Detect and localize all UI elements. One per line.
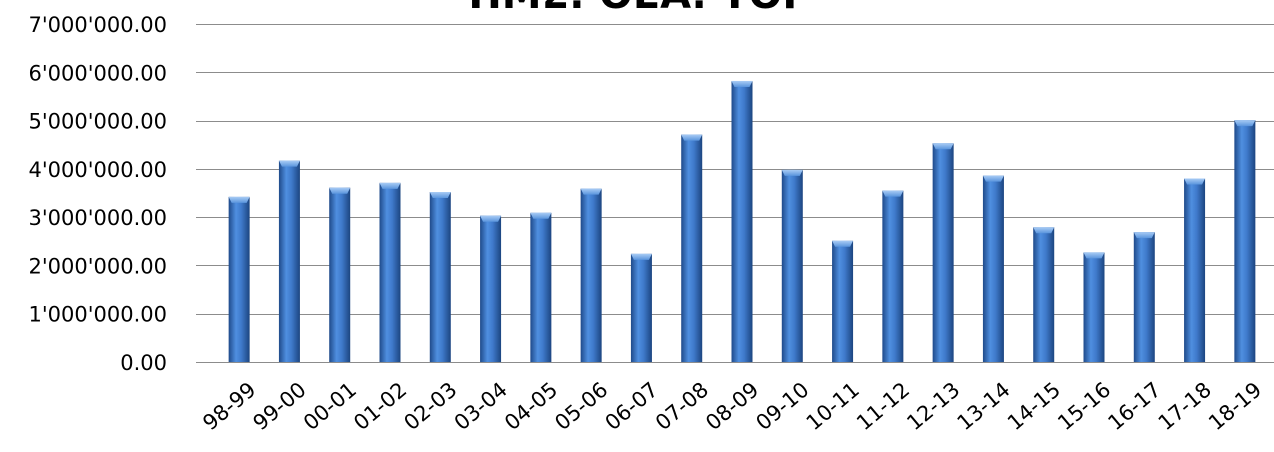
bar	[731, 80, 753, 362]
bar	[429, 192, 451, 362]
x-tick-label: 98-99	[198, 378, 260, 436]
chart-title: ΠΜΣ: ΘΕΑ: ΤΟΡ	[468, 0, 811, 18]
y-tick-label: 6'000'000.00	[29, 61, 167, 85]
x-axis-tick-labels: 98-9999-0000-0101-0202-0303-0404-0505-06…	[198, 378, 1266, 436]
bar	[982, 175, 1004, 362]
bar	[530, 212, 552, 362]
x-tick-label: 10-11	[802, 378, 864, 436]
bar	[278, 160, 300, 362]
x-tick-label: 99-00	[249, 378, 311, 436]
bar	[681, 134, 703, 362]
bar	[832, 240, 854, 362]
x-tick-label: 09-10	[751, 378, 813, 436]
x-tick-label: 04-05	[500, 378, 562, 436]
x-tick-label: 00-01	[299, 378, 361, 436]
bar	[1133, 232, 1155, 362]
bar	[1083, 252, 1105, 362]
x-tick-label: 17-18	[1154, 378, 1216, 436]
x-tick-label: 12-13	[902, 378, 964, 436]
y-tick-label: 7'000'000.00	[29, 13, 167, 37]
y-tick-label: 3'000'000.00	[29, 206, 167, 230]
bar	[1033, 227, 1055, 362]
y-tick-label: 0.00	[120, 351, 167, 375]
y-tick-label: 4'000'000.00	[29, 158, 167, 182]
bar	[379, 182, 401, 362]
x-tick-label: 01-02	[349, 378, 411, 436]
x-tick-label: 06-07	[601, 378, 663, 436]
bar	[329, 187, 351, 362]
x-tick-label: 03-04	[450, 378, 512, 436]
bar	[781, 169, 803, 362]
x-tick-label: 07-08	[651, 378, 713, 436]
x-tick-label: 02-03	[399, 378, 461, 436]
x-tick-label: 14-15	[1003, 378, 1065, 436]
x-tick-label: 05-06	[550, 378, 612, 436]
x-tick-label: 15-16	[1053, 378, 1115, 436]
bar	[1184, 178, 1206, 362]
y-tick-label: 5'000'000.00	[29, 110, 167, 134]
bar	[932, 143, 954, 362]
bar	[882, 190, 904, 362]
x-tick-label: 16-17	[1103, 378, 1165, 436]
x-tick-label: 13-14	[953, 378, 1015, 436]
y-tick-label: 1'000'000.00	[29, 303, 167, 327]
x-tick-label: 18-19	[1204, 378, 1266, 436]
x-tick-label: 08-09	[701, 378, 763, 436]
y-axis-tick-labels: 0.00 1'000'000.00 2'000'000.00 3'000'000.00…	[29, 13, 167, 375]
bar	[580, 188, 602, 362]
bar	[630, 253, 652, 362]
y-tick-label: 2'000'000.00	[29, 254, 167, 278]
bar	[480, 215, 502, 362]
bars	[228, 80, 1256, 363]
x-tick-label: 11-12	[852, 378, 914, 436]
bar	[228, 196, 250, 362]
bar	[1234, 120, 1256, 363]
